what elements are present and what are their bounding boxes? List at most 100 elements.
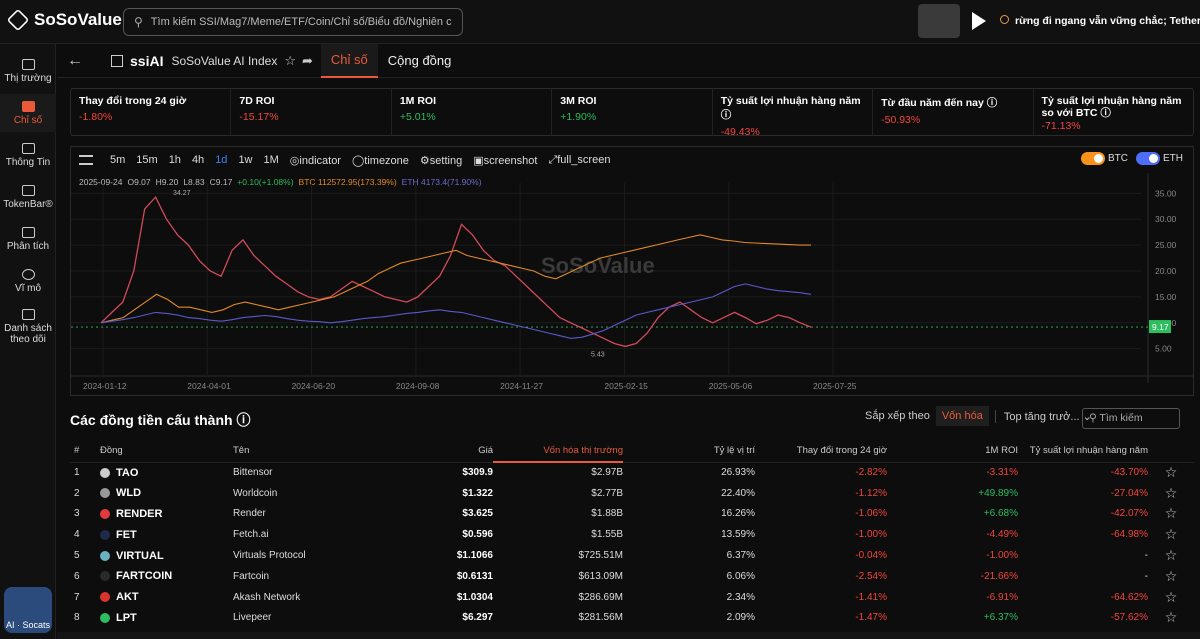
table-row[interactable]: 7 AKT Akash Network $1.0304 $286.69M 2.34% -1.… bbox=[70, 587, 1194, 608]
table-search-input[interactable]: ⚲ Tìm kiếm bbox=[1082, 408, 1180, 429]
table-row[interactable]: 6 FARTCOIN Fartcoin $0.6131 $613.09M 6.06% -2.… bbox=[70, 566, 1194, 587]
sidebar-item-watchlist[interactable]: Danh sách theo dõi bbox=[0, 304, 56, 350]
row-price: $0.596 bbox=[462, 529, 493, 541]
favorite-star-icon[interactable]: ☆ bbox=[1164, 464, 1178, 481]
app-logo[interactable]: SoSoValue bbox=[6, 8, 122, 32]
sidebar-item-market[interactable]: Thị trường bbox=[0, 52, 56, 90]
row-rank: 7 bbox=[74, 591, 80, 603]
timeframe-1M[interactable]: 1M bbox=[263, 154, 279, 166]
row-price: $6.297 bbox=[462, 612, 493, 624]
share-icon[interactable]: ➦ bbox=[301, 52, 313, 68]
sort-mcap-button[interactable]: Vốn hóa bbox=[935, 406, 989, 426]
row-symbol[interactable]: RENDER bbox=[100, 504, 233, 525]
row-symbol[interactable]: TAO bbox=[100, 462, 233, 483]
tab-community[interactable]: Cộng đồng bbox=[387, 53, 452, 68]
table-row[interactable]: 3 RENDER Render $3.625 $1.88B 16.26% -1.06% +6.… bbox=[70, 504, 1194, 525]
timeframe-1w[interactable]: 1w bbox=[238, 154, 253, 166]
row-1m-roi: -21.66% bbox=[980, 570, 1018, 582]
row-price: $1.322 bbox=[462, 487, 493, 499]
row-symbol[interactable]: FARTCOIN bbox=[100, 566, 233, 587]
coin-icon bbox=[100, 592, 110, 603]
menu-icon[interactable] bbox=[79, 155, 93, 165]
x-tick-label: 2025-02-15 bbox=[604, 381, 648, 391]
favorite-star-icon[interactable]: ☆ bbox=[1164, 567, 1178, 584]
timeframe-4h[interactable]: 4h bbox=[191, 154, 205, 166]
row-symbol[interactable]: FET bbox=[100, 524, 233, 545]
row-1m-roi: -6.91% bbox=[986, 591, 1018, 603]
sidebar-item-tokenbar[interactable]: TokenBar® bbox=[0, 178, 56, 216]
toggle-eth[interactable]: ETH bbox=[1136, 152, 1183, 165]
table-row[interactable]: 4 FET Fetch.ai $0.596 $1.55B 13.59% -1.00% -4.4… bbox=[70, 524, 1194, 545]
index-symbol: ssiAI bbox=[130, 52, 164, 69]
chevron-down-icon: ⌄ bbox=[1082, 410, 1092, 423]
global-search[interactable]: ⚲ bbox=[123, 8, 463, 36]
col-24h[interactable]: Thay đổi trong 24 giờ bbox=[755, 440, 887, 463]
back-arrow-icon[interactable]: ← bbox=[67, 51, 83, 69]
sidebar-item-index[interactable]: Chỉ số bbox=[0, 94, 56, 132]
timeframe-1d[interactable]: 1d bbox=[215, 154, 228, 166]
favorite-star-icon[interactable]: ☆ bbox=[1164, 547, 1178, 564]
timeframe-5m[interactable]: 5m bbox=[110, 154, 126, 166]
tool-setting[interactable]: ⚙setting bbox=[419, 154, 463, 167]
row-symbol[interactable]: VIRTUAL bbox=[100, 545, 233, 566]
compare-toggles: BTC ETH bbox=[1081, 152, 1183, 165]
row-24h: -1.06% bbox=[855, 508, 887, 520]
row-1m-roi: -4.49% bbox=[986, 529, 1018, 541]
favorite-star-icon[interactable]: ☆ bbox=[1164, 526, 1178, 543]
favorite-star-icon[interactable]: ☆ bbox=[284, 52, 296, 68]
chart-canvas[interactable]: 5.0010.0015.0020.0025.0030.0035.002024-0… bbox=[71, 173, 1193, 395]
favorite-star-icon[interactable]: ☆ bbox=[1164, 609, 1178, 626]
tab-index[interactable]: Chỉ số bbox=[320, 43, 378, 78]
row-weight: 6.06% bbox=[726, 570, 755, 582]
row-annual: - bbox=[1144, 570, 1148, 582]
col-weight[interactable]: Tỷ lệ vị trí bbox=[623, 440, 755, 463]
tool-fullscreen[interactable]: ⤢full_screen bbox=[548, 153, 611, 166]
sidebar-item-macro[interactable]: Vĩ mô bbox=[0, 262, 56, 300]
index-header: ← ssiAI SoSoValue AI Index ☆ ➦ Chỉ số Cộ… bbox=[57, 43, 1200, 78]
table-row[interactable]: 1 TAO Bittensor $309.9 $2.97B 26.93% -2.82% -3.… bbox=[70, 462, 1194, 483]
play-icon[interactable] bbox=[972, 12, 986, 30]
row-mcap: $2.97B bbox=[591, 467, 623, 479]
tool-indicator[interactable]: ◎indicator bbox=[289, 154, 341, 167]
price-chart[interactable]: 5m 15m 1h 4h 1d 1w 1M ◎indicator ◯timezo… bbox=[70, 146, 1194, 396]
row-symbol[interactable]: AKT bbox=[100, 587, 233, 608]
toggle-btc[interactable]: BTC bbox=[1081, 152, 1128, 165]
tool-screenshot[interactable]: ▣screenshot bbox=[473, 154, 538, 167]
row-rank: 5 bbox=[74, 550, 80, 562]
ai-assistant-button[interactable]: AI · Socats bbox=[4, 587, 52, 633]
tool-timezone[interactable]: ◯timezone bbox=[351, 154, 409, 167]
table-row[interactable]: 5 VIRTUAL Virtuals Protocol $1.1066 $725.51M… bbox=[70, 545, 1194, 566]
sidebar-item-analysis[interactable]: Phân tích bbox=[0, 220, 56, 258]
row-1m-roi: -3.31% bbox=[986, 467, 1018, 479]
row-rank: 4 bbox=[74, 529, 80, 541]
col-mcap[interactable]: Vốn hóa thị trường bbox=[493, 440, 623, 463]
x-tick-label: 2025-05-06 bbox=[709, 381, 753, 391]
row-annual: -42.07% bbox=[1110, 508, 1148, 520]
col-coin[interactable]: Đồng bbox=[100, 440, 233, 463]
table-row[interactable]: 8 LPT Livepeer $6.297 $281.56M 2.09% -1.47% +6.… bbox=[70, 608, 1194, 629]
row-rank: 8 bbox=[74, 612, 80, 624]
col-annual[interactable]: Tỷ suất lợi nhuận hàng năm bbox=[1018, 440, 1148, 463]
favorite-star-icon[interactable]: ☆ bbox=[1164, 588, 1178, 605]
search-input[interactable] bbox=[150, 16, 451, 28]
row-name: Bittensor bbox=[233, 467, 273, 479]
row-price: $309.9 bbox=[462, 467, 493, 479]
row-symbol[interactable]: WLD bbox=[100, 483, 233, 504]
table-row[interactable]: 2 WLD Worldcoin $1.322 $2.77B 22.40% -1.12% +49… bbox=[70, 483, 1194, 504]
timeframe-15m[interactable]: 15m bbox=[136, 154, 158, 166]
col-1m[interactable]: 1M ROI bbox=[887, 440, 1018, 463]
row-weight: 16.26% bbox=[721, 508, 755, 520]
table-header: # Đồng Tên Giá Vốn hóa thị trường Tỷ lệ … bbox=[70, 440, 1194, 463]
sidebar-item-news[interactable]: Thông Tin bbox=[0, 136, 56, 174]
promo-avatar[interactable] bbox=[918, 4, 960, 38]
row-symbol[interactable]: LPT bbox=[100, 608, 233, 629]
sort-label: Sắp xếp theo bbox=[865, 410, 930, 422]
row-annual: -43.70% bbox=[1110, 467, 1148, 479]
sort-dropdown[interactable]: Top tăng trưở... ⌄ bbox=[994, 409, 1095, 423]
coin-icon bbox=[100, 529, 110, 540]
col-price[interactable]: Giá bbox=[383, 440, 493, 463]
timeframe-1h[interactable]: 1h bbox=[168, 154, 181, 166]
favorite-star-icon[interactable]: ☆ bbox=[1164, 505, 1178, 522]
news-ticker[interactable]: rừng đi ngang vẫn vững chắc; Tether nhập bbox=[1000, 15, 1200, 27]
favorite-star-icon[interactable]: ☆ bbox=[1164, 484, 1178, 501]
